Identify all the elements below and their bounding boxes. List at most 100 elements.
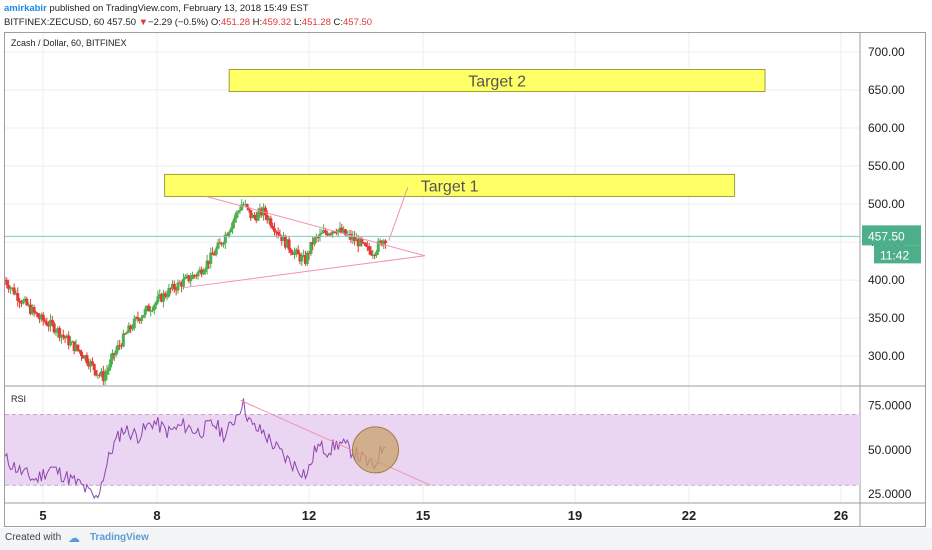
candle-body — [74, 344, 78, 352]
candle-body — [340, 227, 344, 233]
chart-canvas[interactable]: Zcash / Dollar, 60, BITFINEX 700.00 650.00… — [5, 33, 925, 526]
candle-body — [354, 238, 358, 242]
candle-body — [176, 282, 180, 291]
trend-line[interactable] — [206, 195, 426, 257]
candle-body — [154, 302, 158, 306]
target-zone[interactable] — [228, 68, 766, 93]
target-label: Target 2 — [468, 74, 526, 91]
candle-body — [165, 296, 169, 298]
candle-body — [265, 215, 269, 221]
candle-body — [32, 307, 36, 312]
candle-body — [150, 310, 154, 312]
countdown-box — [874, 245, 921, 264]
publish-info: amirkabir published on TradingView.com, … — [4, 3, 309, 14]
candle-body — [72, 341, 76, 352]
candle-body — [98, 374, 102, 376]
candle-body — [258, 208, 262, 213]
candle-body — [313, 237, 317, 245]
candle-body — [242, 204, 246, 206]
candle-body — [278, 234, 282, 236]
trend-line[interactable] — [388, 187, 409, 241]
candle-body — [214, 248, 218, 255]
candle-body — [231, 222, 235, 230]
close-value: 457.50 — [343, 17, 373, 28]
candle-body — [269, 218, 273, 226]
candle-body — [36, 313, 40, 318]
candle-body — [380, 240, 384, 246]
down-arrow-icon: ▼ — [138, 17, 149, 28]
tradingview-brand[interactable]: TradingView — [90, 532, 149, 543]
candle-body — [229, 229, 233, 233]
candle-body — [283, 235, 287, 248]
candle-body — [225, 234, 229, 237]
candle-body — [41, 314, 45, 321]
candle-body — [39, 314, 43, 320]
candle-body — [147, 305, 151, 312]
low-label: L: — [293, 17, 302, 28]
candle-body — [236, 211, 240, 213]
candle-body — [218, 242, 222, 244]
candle-body — [130, 328, 134, 330]
breakout-circle[interactable] — [352, 426, 399, 474]
candle-body — [18, 300, 22, 303]
candle-body — [110, 353, 114, 360]
author-link[interactable]: amirkabir — [4, 3, 47, 14]
candle-body — [45, 322, 49, 326]
candle-body — [178, 282, 182, 284]
candle-body — [191, 275, 195, 279]
tradingview-logo-icon[interactable]: ☁ — [68, 531, 80, 545]
candle-body — [25, 298, 29, 306]
candle-body — [67, 335, 71, 346]
time-tick-label: 22 — [682, 508, 696, 523]
candle-body — [7, 285, 11, 290]
candle-body — [200, 269, 204, 275]
symbol-label: BITFINEX:ZECUSD, 60 — [4, 17, 105, 28]
candle-body — [194, 275, 198, 277]
candle-body — [134, 317, 138, 319]
candle-body — [322, 230, 326, 233]
candle-body — [10, 287, 14, 289]
candle-body — [160, 294, 164, 302]
candle-body — [34, 311, 38, 314]
candle-body — [205, 260, 209, 270]
candle-body — [316, 237, 320, 239]
candle-body — [161, 293, 165, 302]
low-value: 451.28 — [301, 17, 331, 28]
candle-body — [138, 319, 142, 321]
candle-body — [338, 227, 342, 231]
candle-body — [54, 331, 58, 333]
candle-body — [222, 243, 225, 245]
candle-body — [187, 275, 191, 282]
candle-body — [76, 344, 80, 350]
candle-body — [156, 296, 160, 303]
candle-body — [207, 260, 211, 264]
candle-body — [90, 361, 94, 364]
candle-body — [123, 333, 127, 335]
candle-body — [309, 242, 313, 255]
candle-body — [356, 238, 360, 247]
trend-line[interactable] — [183, 255, 425, 289]
rsi-tick-label: 25.0000 — [868, 487, 912, 501]
rsi-trend-line[interactable] — [240, 399, 431, 486]
target-zone[interactable] — [164, 173, 736, 197]
candle-body — [260, 208, 264, 216]
candle-body — [109, 359, 113, 368]
chart-frame[interactable]: Zcash / Dollar, 60, BITFINEX 700.00 650.00… — [4, 32, 926, 527]
candle-body — [305, 252, 309, 264]
time-tick-label: 15 — [416, 508, 430, 523]
candle-body — [183, 276, 187, 280]
candle-body — [382, 240, 386, 246]
candle-body — [49, 319, 53, 327]
candle-body — [343, 229, 347, 236]
candle-body — [311, 242, 315, 245]
candle-body — [272, 228, 276, 232]
rsi-line — [5, 398, 386, 500]
time-tick-label: 19 — [568, 508, 582, 523]
time-tick-label: 26 — [834, 508, 848, 523]
candle-body — [181, 279, 185, 287]
candle-body — [211, 252, 215, 255]
candle-body — [174, 289, 178, 291]
created-with-text: Created with — [5, 532, 62, 543]
candle-body — [85, 355, 89, 364]
candle-body — [327, 233, 331, 236]
